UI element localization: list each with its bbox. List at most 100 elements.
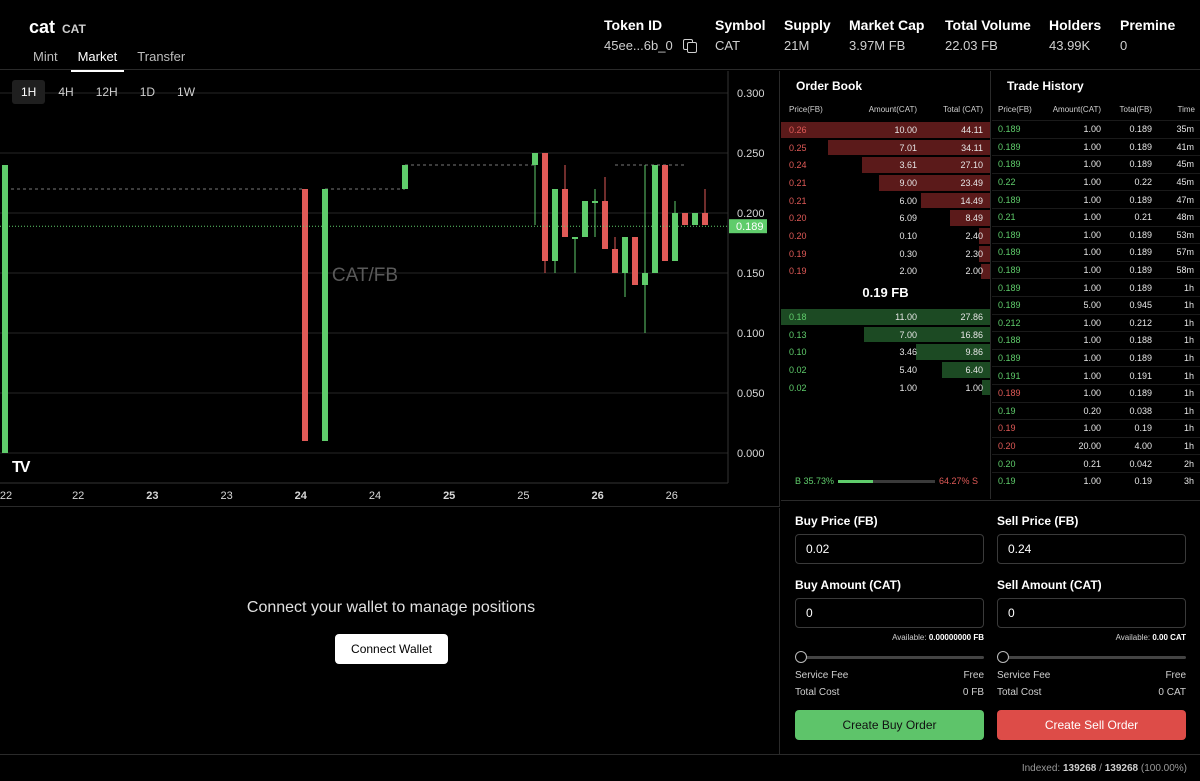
- order-total: 8.49: [965, 213, 983, 224]
- trade-price: 0.20: [998, 458, 1016, 469]
- trade-time: 1h: [1183, 423, 1194, 434]
- trade-total: 0.189: [1129, 353, 1152, 364]
- stat-label: Token ID: [604, 17, 663, 33]
- trade-price: 0.189: [998, 388, 1021, 399]
- sell-fee-row: Service Fee Free: [997, 670, 1186, 681]
- col-price: Price(FB): [789, 105, 823, 114]
- trade-price: 0.19: [998, 476, 1016, 487]
- tab-mint[interactable]: Mint: [33, 49, 58, 64]
- bid-row[interactable]: 0.02 5.40 6.40: [781, 361, 990, 379]
- token-brand: cat CAT: [29, 17, 86, 38]
- sell-price-input[interactable]: 0.24: [997, 534, 1186, 564]
- depth-bar: [916, 344, 990, 361]
- stat-premine: Premine 0: [1120, 17, 1175, 53]
- col-time: Time: [1177, 105, 1195, 114]
- candle-body: [302, 189, 308, 441]
- stat-market-cap: Market Cap 3.97M FB: [849, 17, 924, 53]
- copy-icon[interactable]: [682, 39, 697, 53]
- depth-bar: [861, 157, 990, 174]
- order-amount: 3.46: [899, 347, 917, 358]
- ask-row[interactable]: 0.25 7.01 34.11: [781, 139, 990, 157]
- x-tick-label: 25: [443, 490, 455, 502]
- x-tick-label: 26: [666, 490, 678, 502]
- order-price: 0.19: [789, 248, 807, 259]
- trade-row: 0.189 1.00 0.189 35m: [992, 120, 1200, 138]
- x-tick-label: 23: [146, 490, 158, 502]
- depth-bar: [982, 379, 990, 396]
- order-amount: 10.00: [894, 124, 917, 135]
- timeframe-1d[interactable]: 1D: [139, 85, 156, 99]
- stat-supply: Supply 21M: [784, 17, 831, 53]
- connect-wallet-button[interactable]: Connect Wallet: [335, 634, 448, 664]
- bid-row[interactable]: 0.13 7.00 16.86: [781, 326, 990, 344]
- ask-row[interactable]: 0.20 6.09 8.49: [781, 209, 990, 227]
- stat-label: Market Cap: [849, 17, 925, 33]
- available-value: 0.00000000 FB: [928, 633, 984, 642]
- order-book-header: Price(FB) Amount(CAT) Total (CAT): [789, 105, 983, 114]
- ask-row[interactable]: 0.26 10.00 44.11: [781, 121, 990, 139]
- create-buy-order-button[interactable]: Create Buy Order: [795, 710, 984, 740]
- ask-row[interactable]: 0.21 9.00 23.49: [781, 174, 990, 192]
- bid-rows: 0.18 11.00 27.86 0.13 7.00 16.86 0.10 3.46 9.86 0…: [781, 308, 990, 396]
- y-tick-label: 0.300: [737, 88, 765, 100]
- y-tick-label: 0.000: [737, 448, 765, 460]
- depth-bar: [978, 228, 990, 244]
- trade-amount: 1.00: [1083, 353, 1101, 364]
- candle-body: [692, 213, 698, 225]
- tab-transfer[interactable]: Transfer: [137, 49, 186, 64]
- trade-amount: 1.00: [1083, 212, 1101, 223]
- trade-time: 1h: [1183, 353, 1194, 364]
- col-amount: Amount(CAT): [1052, 105, 1101, 114]
- buy-ratio: B 35.73%: [795, 476, 835, 486]
- trade-amount: 1.00: [1083, 423, 1101, 434]
- sell-amount-slider[interactable]: [997, 651, 1186, 663]
- trade-row: 0.212 1.00 0.212 1h: [992, 313, 1200, 332]
- trade-total: 0.042: [1129, 458, 1152, 469]
- trade-time: 1h: [1183, 405, 1194, 416]
- index-label: Indexed:: [1021, 763, 1061, 774]
- buy-amount-input[interactable]: 0: [795, 598, 984, 628]
- timeframe-1w[interactable]: 1W: [177, 85, 196, 99]
- slider-knob[interactable]: [997, 651, 1009, 663]
- ask-row[interactable]: 0.19 2.00 2.00: [781, 263, 990, 281]
- stat-holders: Holders 43.99K: [1049, 17, 1101, 53]
- ask-row[interactable]: 0.20 0.10 2.40: [781, 227, 990, 245]
- available-label: Available:: [892, 633, 927, 642]
- tab-market[interactable]: Market: [70, 44, 125, 72]
- timeframe-4h[interactable]: 4H: [58, 85, 74, 99]
- timeframe-1h[interactable]: 1H: [12, 80, 46, 104]
- trade-price: 0.189: [998, 194, 1021, 205]
- order-amount: 2.00: [899, 266, 917, 277]
- sell-amount-input[interactable]: 0: [997, 598, 1186, 628]
- stat-value: 3.97M FB: [849, 38, 906, 53]
- ask-row[interactable]: 0.24 3.61 27.10: [781, 156, 990, 174]
- trade-total: 0.945: [1129, 300, 1152, 311]
- ask-row[interactable]: 0.19 0.30 2.30: [781, 245, 990, 263]
- timeframe-12h[interactable]: 12H: [95, 85, 118, 99]
- order-amount: 1.00: [899, 382, 917, 393]
- bid-row[interactable]: 0.02 1.00 1.00: [781, 379, 990, 397]
- trade-history-header: Price(FB) Amount(CAT) Total(FB) Time: [998, 105, 1195, 114]
- buy-amount-slider[interactable]: [795, 651, 984, 663]
- price-chart-panel[interactable]: 1H 4H 12H 1D 1W 0.300 0.250 0.200 0.150 0.10…: [0, 71, 780, 507]
- candlestick-chart[interactable]: 0.300 0.250 0.200 0.150 0.100 0.050 0.000 22 22 2…: [0, 71, 780, 507]
- ask-row[interactable]: 0.21 6.00 14.49: [781, 192, 990, 210]
- depth-bar: [949, 210, 990, 227]
- trade-price: 0.189: [998, 229, 1021, 240]
- trade-amount: 1.00: [1083, 124, 1101, 135]
- depth-bar: [980, 263, 990, 280]
- create-sell-order-button[interactable]: Create Sell Order: [997, 710, 1186, 740]
- bid-row[interactable]: 0.10 3.46 9.86: [781, 343, 990, 361]
- bid-row[interactable]: 0.18 11.00 27.86: [781, 308, 990, 326]
- index-current: 139268: [1062, 763, 1097, 774]
- trade-total: 0.038: [1129, 405, 1152, 416]
- candle-body: [582, 201, 588, 237]
- stat-value: CAT: [715, 38, 741, 53]
- y-tick-label: 0.200: [737, 208, 765, 220]
- buy-price-input[interactable]: 0.02: [795, 534, 984, 564]
- order-price: 0.20: [789, 230, 807, 241]
- order-amount: 7.00: [899, 329, 917, 340]
- order-price: 0.24: [789, 160, 807, 171]
- stat-label: Supply: [784, 17, 831, 33]
- slider-knob[interactable]: [795, 651, 807, 663]
